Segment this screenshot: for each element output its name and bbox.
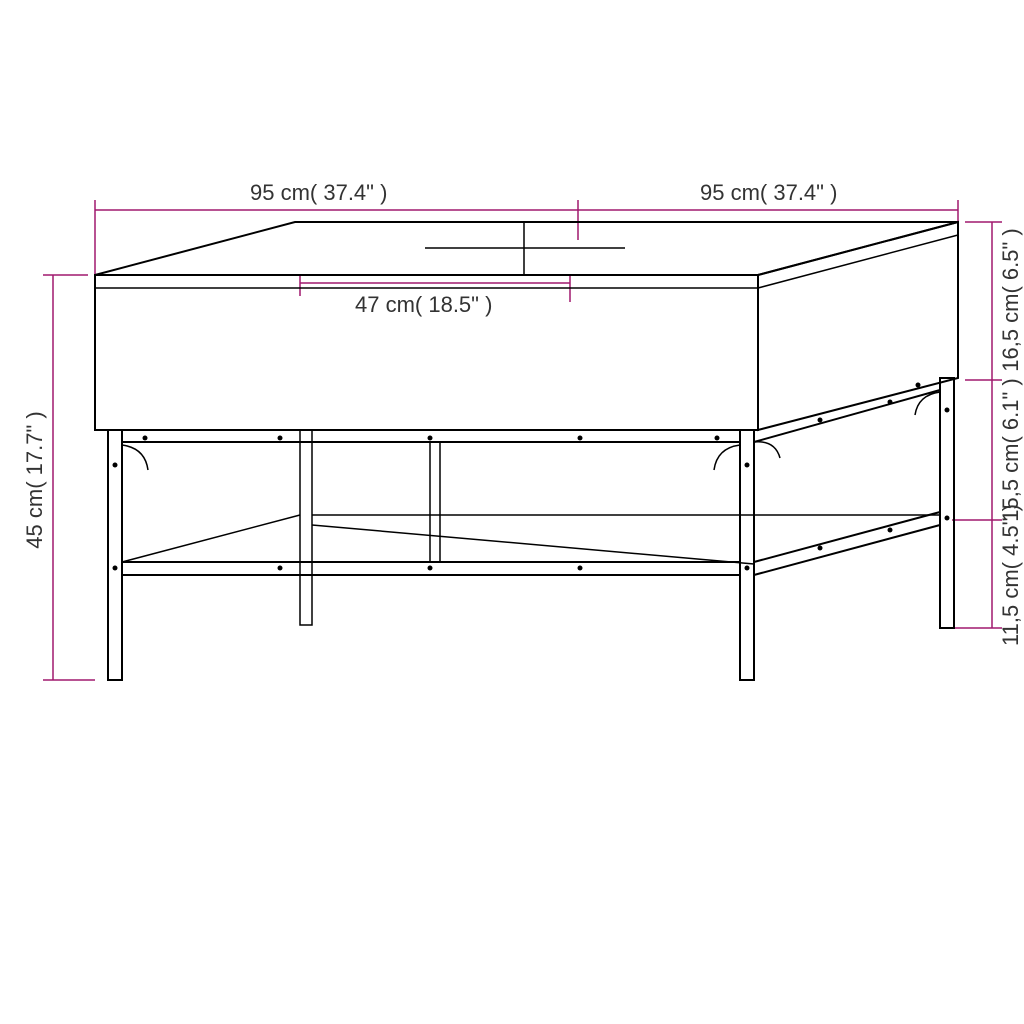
label-width-top: 95 cm( 37.4" ) <box>250 180 387 205</box>
dimension-diagram: 95 cm( 37.4" ) 95 cm( 37.4" ) 47 cm( 18.… <box>0 0 1024 1024</box>
table-drawing <box>95 222 958 680</box>
leg-front-left <box>108 430 148 680</box>
leg-back-right <box>915 378 954 628</box>
label-depth-top: 95 cm( 37.4" ) <box>700 180 837 205</box>
dim-total-height: 45 cm( 17.7" ) <box>22 275 95 680</box>
lower-shelf-right <box>754 512 950 575</box>
dim-right-segments: 16,5 cm( 6.5" ) 15,5 cm( 6.1" ) 11,5 cm(… <box>952 222 1023 646</box>
leg-front-right <box>714 430 780 680</box>
label-total-height: 45 cm( 17.7" ) <box>22 411 47 548</box>
leg-back-left <box>300 430 312 625</box>
lower-shelf-front <box>113 562 750 575</box>
label-leg-height: 11,5 cm( 4.5" ) <box>998 504 1023 646</box>
diagram-svg: 95 cm( 37.4" ) 95 cm( 37.4" ) 47 cm( 18.… <box>0 0 1024 1024</box>
dim-inner-width: 47 cm( 18.5" ) <box>300 276 570 317</box>
label-box-height: 16,5 cm( 6.5" ) <box>998 228 1023 372</box>
label-inner-width: 47 cm( 18.5" ) <box>355 292 492 317</box>
dim-width-top: 95 cm( 37.4" ) <box>95 180 578 280</box>
label-shelf-gap: 15,5 cm( 6.1" ) <box>998 378 1023 522</box>
